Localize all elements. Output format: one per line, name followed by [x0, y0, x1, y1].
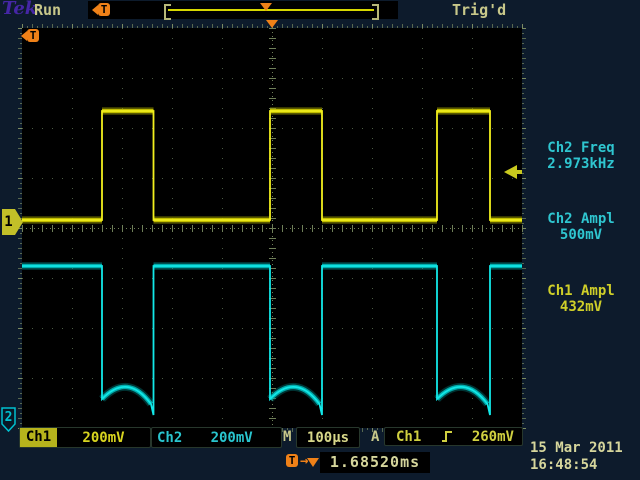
measurement-ch1-ampl: Ch1 Ampl 432mV — [524, 283, 638, 315]
ch2-scale-value: 200mV — [210, 429, 253, 446]
trigger-source: Ch1 — [396, 428, 422, 445]
trigger-chip: Ch1 260mV — [384, 427, 523, 446]
arrow-left-icon — [21, 30, 27, 41]
record-trigger-position-icon — [260, 3, 272, 11]
svg-text:2: 2 — [5, 410, 13, 425]
ch1-label: Ch1 — [20, 428, 57, 447]
time-text: 16:48:54 — [530, 457, 598, 473]
ch1-scale-chip: Ch1 200mV — [19, 427, 151, 448]
footer-trigger-t-icon: T — [286, 454, 298, 467]
measurement-value: 2.973kHz — [547, 156, 615, 172]
trigger-t-icon: T — [92, 3, 110, 16]
trigger-status: Trig'd — [452, 1, 507, 19]
ch2-reference-marker: 2 — [1, 407, 16, 433]
graticule-svg — [18, 24, 526, 432]
trigger-position-icon — [266, 20, 278, 28]
rising-edge-icon — [441, 431, 452, 442]
timebase-label: M — [283, 429, 292, 445]
trigger-position-readout: 1.68520ms — [320, 452, 430, 473]
trigger-level-value: 260mV — [471, 428, 514, 445]
measurement-label: Ch1 Ampl — [547, 283, 615, 299]
ch1-reference-marker-tip — [15, 209, 23, 235]
trigger-level-arrow-icon — [504, 165, 517, 179]
measurement-ch2-freq: Ch2 Freq 2.973kHz — [524, 140, 638, 172]
acquisition-status: Run — [34, 1, 62, 19]
record-bracket-right — [372, 4, 379, 20]
measurement-value: 432mV — [559, 299, 603, 315]
arrow-right-icon: → — [300, 453, 309, 469]
ch2-scale-chip: Ch2 200mV — [151, 427, 282, 448]
measurement-ch2-ampl: Ch2 Ampl 500mV — [524, 211, 638, 243]
datetime-display: 15 Mar 2011 16:48:54 — [530, 440, 623, 474]
tek-logo: Tek — [2, 0, 38, 19]
trigger-a-label: A — [371, 429, 380, 445]
measurement-label: Ch2 Ampl — [547, 211, 615, 227]
ch2-label: Ch2 — [157, 429, 183, 446]
timebase-value: 100µs — [306, 429, 350, 446]
ch1-reference-marker: 1 — [2, 209, 15, 235]
record-view-bar: T — [88, 1, 398, 20]
measurement-label: Ch2 Freq — [547, 140, 615, 156]
graticule-grid — [18, 24, 526, 432]
ch1-scale-value: 200mV — [82, 429, 125, 446]
date-text: 15 Mar 2011 — [530, 440, 623, 456]
triangle-down-icon — [307, 458, 319, 467]
waveform-traces — [22, 107, 522, 416]
timebase-chip: 100µs — [296, 427, 360, 448]
arrow-left-icon — [92, 4, 98, 15]
trigger-level-arrow-tail — [517, 170, 522, 174]
trigger-t-marker-icon: T — [21, 29, 39, 42]
measurement-value: 500mV — [559, 227, 603, 243]
record-bracket-left — [164, 4, 171, 20]
